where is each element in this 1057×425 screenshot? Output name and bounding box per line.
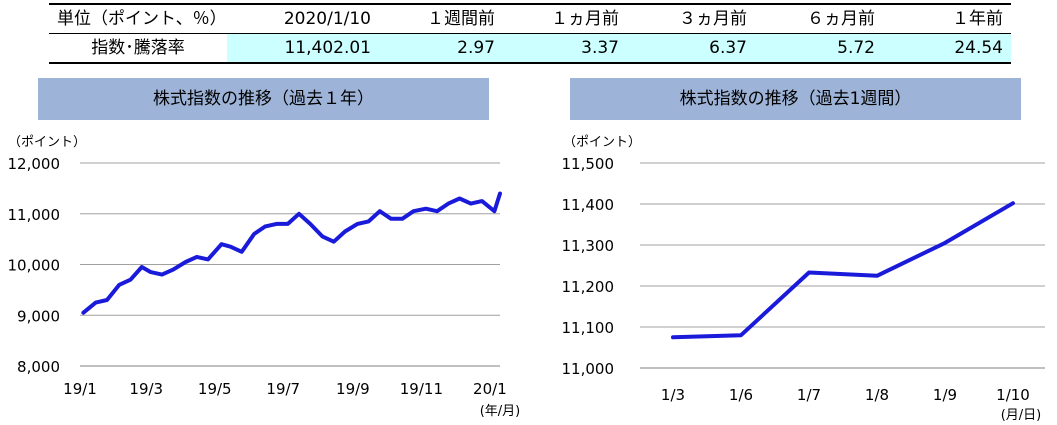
y-tick-label: 9,000 xyxy=(17,307,60,325)
summary-value-row: 指数･騰落率 11,402.01 2.97 3.37 6.37 5.72 24.… xyxy=(49,33,1011,63)
x-tick-label: 1/6 xyxy=(729,386,753,404)
chart-1year: （ポイント） 8,000 9,000 10,000 11,000 12,000 19/1 19… xyxy=(8,135,521,419)
header-1month: １ヵ月前 xyxy=(503,4,627,34)
value-6months: 5.72 xyxy=(755,33,883,63)
value-index: 11,402.01 xyxy=(227,33,379,63)
x-tick-label: 1/8 xyxy=(865,386,889,404)
x-tick-label: 1/3 xyxy=(661,386,685,404)
x-tick-label: 19/9 xyxy=(336,380,370,398)
y-axis-unit-label: （ポイント） xyxy=(563,135,641,150)
header-6months: ６ヵ月前 xyxy=(755,4,883,34)
x-tick-label: 19/11 xyxy=(400,380,443,398)
x-tick-label: 1/9 xyxy=(933,386,957,404)
chart-title-1year: 株式指数の推移（過去１年） xyxy=(38,78,489,120)
y-tick-label: 11,200 xyxy=(562,278,615,296)
series-line xyxy=(671,201,1015,340)
value-1year: 24.54 xyxy=(883,33,1011,63)
x-tick-label: 19/7 xyxy=(266,380,300,398)
x-tick-label: 19/5 xyxy=(198,380,232,398)
value-1week: 2.97 xyxy=(379,33,503,63)
y-tick-label: 11,000 xyxy=(8,206,61,224)
x-tick-label: 20/1 xyxy=(473,380,507,398)
header-1year: １年前 xyxy=(883,4,1011,34)
y-tick-label: 8,000 xyxy=(17,358,60,376)
summary-header-row: 単位（ポイント、％） 2020/1/10 １週間前 １ヵ月前 ３ヵ月前 ６ヵ月前… xyxy=(49,4,1011,34)
row-label: 指数･騰落率 xyxy=(91,38,185,58)
summary-table: 単位（ポイント、％） 2020/1/10 １週間前 １ヵ月前 ３ヵ月前 ６ヵ月前… xyxy=(49,3,1011,64)
header-date: 2020/1/10 xyxy=(227,4,379,34)
header-1week: １週間前 xyxy=(379,4,503,34)
y-tick-label: 11,500 xyxy=(562,155,615,173)
x-axis-unit-label: (年/月) xyxy=(480,404,521,419)
series-line xyxy=(81,191,502,315)
value-1month: 3.37 xyxy=(503,33,627,63)
x-tick-label: 19/3 xyxy=(129,380,163,398)
x-axis-unit-label: (月/日) xyxy=(1001,408,1042,423)
y-axis-unit-label: （ポイント） xyxy=(8,135,86,150)
x-tick-label: 1/10 xyxy=(996,386,1030,404)
x-tick-label: 19/1 xyxy=(63,380,97,398)
x-tick-label: 1/7 xyxy=(797,386,821,404)
y-tick-label: 11,300 xyxy=(562,237,615,255)
y-tick-label: 11,000 xyxy=(562,360,615,378)
chart-title-1week: 株式指数の推移（過去1週間） xyxy=(570,78,1021,120)
value-3months: 6.37 xyxy=(627,33,755,63)
y-tick-label: 12,000 xyxy=(8,155,61,173)
y-tick-label: 11,400 xyxy=(562,196,615,214)
header-3months: ３ヵ月前 xyxy=(627,4,755,34)
y-tick-label: 10,000 xyxy=(8,257,61,275)
unit-label: 単位（ポイント、％） xyxy=(49,4,227,34)
y-tick-label: 11,100 xyxy=(562,319,615,337)
